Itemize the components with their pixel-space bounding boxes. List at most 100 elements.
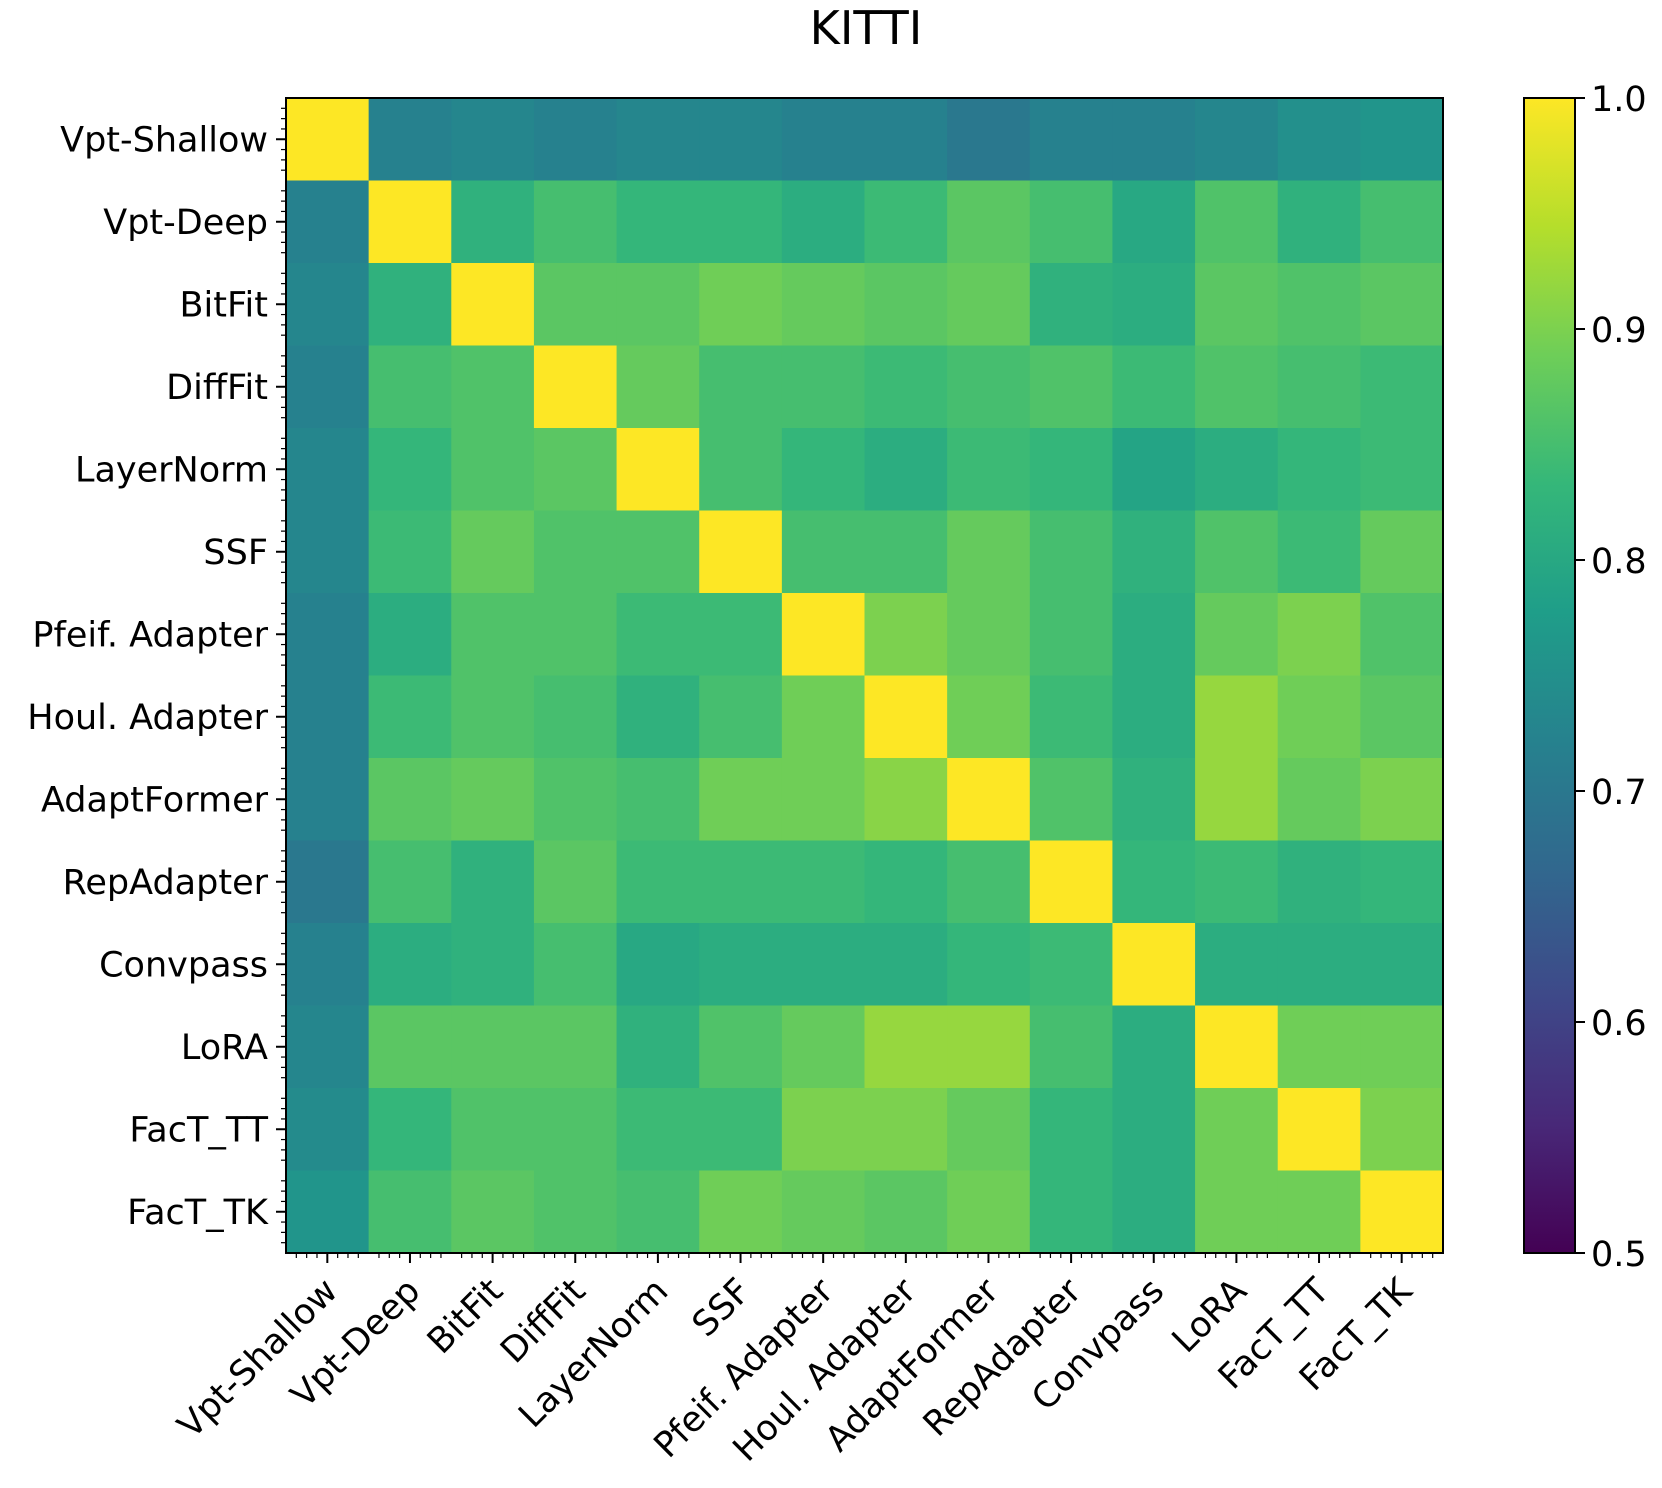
- heatmap-cell: [451, 263, 535, 347]
- heatmap-cell: [533, 345, 618, 429]
- heatmap-cell: [1277, 923, 1361, 1007]
- heatmap-cell: [1112, 758, 1196, 842]
- heatmap-cell: [1029, 345, 1114, 429]
- y-tick-label: FacT_TK: [127, 1193, 269, 1233]
- heatmap-cell: [947, 758, 1031, 842]
- heatmap-cell: [1360, 428, 1444, 512]
- heatmap-cell: [947, 840, 1031, 924]
- heatmap-cell: [616, 758, 700, 842]
- heatmap-cell: [286, 593, 370, 677]
- heatmap-cell: [1195, 1088, 1279, 1172]
- heatmap-cell: [1360, 758, 1444, 842]
- heatmap-cell: [616, 1005, 700, 1089]
- heatmap-cell: [286, 263, 370, 347]
- heatmap-cell: [1029, 428, 1114, 512]
- heatmap-cell: [864, 840, 948, 924]
- heatmap-cell: [781, 840, 866, 924]
- heatmap-cell: [699, 98, 783, 182]
- heatmap-cell: [1360, 840, 1444, 924]
- heatmap-cell: [286, 345, 370, 429]
- heatmap-cell: [616, 510, 700, 594]
- colorbar-tick-label: 1.0: [1591, 80, 1647, 120]
- heatmap-cell: [864, 923, 948, 1007]
- heatmap-cell: [286, 1088, 370, 1172]
- colorbar-tick-label: 0.6: [1591, 1004, 1647, 1044]
- heatmap-cell: [864, 593, 948, 677]
- heatmap-cell: [1029, 180, 1114, 264]
- heatmap-cell: [1029, 98, 1114, 182]
- heatmap-cell: [451, 923, 535, 1007]
- heatmap-cell: [451, 510, 535, 594]
- heatmap-cell: [451, 1170, 535, 1254]
- heatmap-cell: [616, 675, 700, 759]
- heatmap-cell: [947, 510, 1031, 594]
- y-tick-label: Convpass: [99, 945, 268, 985]
- heatmap-cell: [533, 758, 618, 842]
- heatmap-cell: [286, 675, 370, 759]
- heatmap-cell: [286, 1005, 370, 1089]
- y-tick-label: RepAdapter: [63, 863, 269, 903]
- heatmap-cell: [1360, 263, 1444, 347]
- heatmap-cell: [368, 1005, 452, 1089]
- heatmap-cell: [368, 840, 452, 924]
- heatmap-cell: [1277, 1170, 1361, 1254]
- heatmap-cell: [533, 1088, 618, 1172]
- heatmap-cell: [864, 180, 948, 264]
- colorbar: 0.5 0.6 0.7 0.8 0.9 1.0: [1523, 80, 1647, 1275]
- heatmap-cell: [1195, 923, 1279, 1007]
- colorbar-tick-label: 0.7: [1591, 773, 1647, 813]
- heatmap-cell: [1029, 758, 1114, 842]
- heatmap-cell: [1360, 1005, 1444, 1089]
- heatmap-cell: [533, 180, 618, 264]
- heatmap-cell: [533, 593, 618, 677]
- heatmap-cell: [1360, 1170, 1444, 1254]
- heatmap-cell: [1360, 98, 1444, 182]
- heatmap-cell: [864, 1005, 948, 1089]
- heatmap-cell: [864, 428, 948, 512]
- heatmap-cell: [368, 98, 452, 182]
- heatmap-cell: [781, 428, 866, 512]
- y-tick-label: Houl. Adapter: [27, 698, 268, 738]
- heatmap-cell: [699, 345, 783, 429]
- heatmap-cell: [1029, 593, 1114, 677]
- heatmap-cell: [1195, 510, 1279, 594]
- heatmap-cell: [864, 98, 948, 182]
- y-tick-label: SSF: [203, 533, 268, 573]
- heatmap-cell: [947, 263, 1031, 347]
- heatmap-cell: [1112, 923, 1196, 1007]
- heatmap-cell: [368, 593, 452, 677]
- heatmap-cell: [533, 98, 618, 182]
- heatmap-cell: [286, 923, 370, 1007]
- heatmap-cell: [451, 1005, 535, 1089]
- heatmap-cell: [533, 675, 618, 759]
- heatmap-cell: [1360, 675, 1444, 759]
- heatmap-cell: [368, 180, 452, 264]
- heatmap-cell: [947, 1088, 1031, 1172]
- heatmap-cell: [1195, 758, 1279, 842]
- heatmap-cell: [1195, 593, 1279, 677]
- heatmap-cell: [864, 263, 948, 347]
- heatmap-cell: [368, 758, 452, 842]
- heatmap-cell: [1112, 593, 1196, 677]
- heatmap-cell: [533, 1170, 618, 1254]
- heatmap-cell: [1195, 98, 1279, 182]
- heatmap-cell: [864, 1088, 948, 1172]
- heatmap-cell: [1195, 263, 1279, 347]
- heatmap-cell: [1029, 1005, 1114, 1089]
- heatmap-cell: [781, 675, 866, 759]
- heatmap-cell: [451, 345, 535, 429]
- heatmap-cell: [1029, 1088, 1114, 1172]
- heatmap-cell: [1360, 593, 1444, 677]
- heatmap-cell: [1277, 263, 1361, 347]
- heatmap-cell: [368, 1088, 452, 1172]
- heatmap-cell: [368, 923, 452, 1007]
- heatmap-cell: [947, 428, 1031, 512]
- heatmap-cell: [947, 1005, 1031, 1089]
- x-tick-label: SSF: [685, 1271, 759, 1345]
- heatmap-cell: [1360, 923, 1444, 1007]
- heatmap-cell: [781, 1005, 866, 1089]
- heatmap-cell: [286, 758, 370, 842]
- y-tick-label: Vpt-Deep: [103, 203, 268, 243]
- heatmap-cell: [1277, 593, 1361, 677]
- colorbar-gradient: [1524, 98, 1575, 1253]
